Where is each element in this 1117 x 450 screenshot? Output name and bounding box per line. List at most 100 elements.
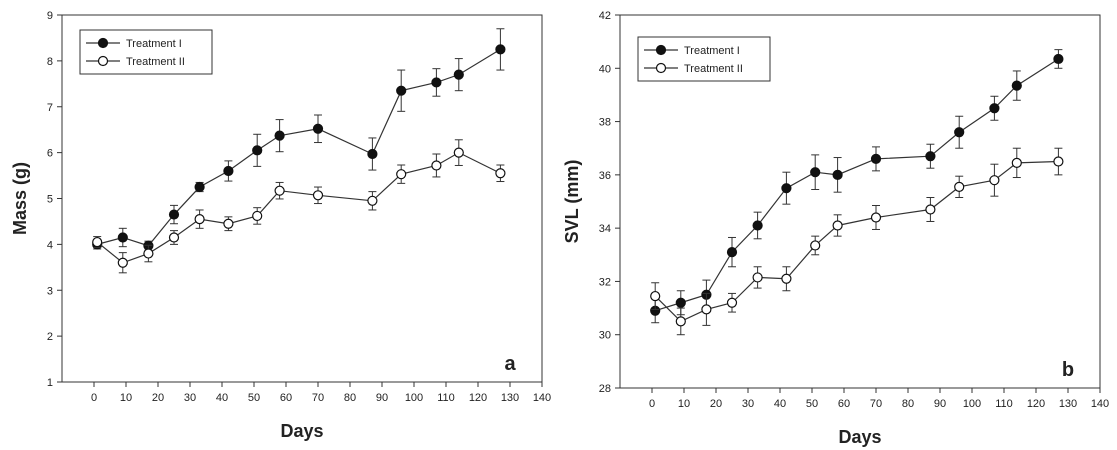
data-point (870, 212, 882, 223)
x-tick-label: 80 (344, 392, 356, 404)
x-tick-label: 50 (806, 398, 818, 410)
x-tick-label: 80 (902, 398, 914, 410)
data-point (168, 232, 180, 243)
data-point (810, 240, 821, 251)
x-tick-label: 140 (533, 392, 551, 404)
x-tick-label: 60 (838, 398, 850, 410)
data-point (194, 214, 205, 225)
legend-label: Treatment I (684, 45, 740, 57)
data-point (752, 272, 763, 283)
x-tick-label: 40 (774, 398, 786, 410)
data-point (143, 248, 154, 259)
data-point (396, 85, 407, 96)
data-point (925, 204, 936, 215)
y-tick-label: 2 (47, 331, 53, 343)
data-point (781, 183, 792, 194)
series-2 (92, 139, 506, 274)
data-point (367, 195, 378, 206)
y-tick-label: 38 (599, 117, 611, 129)
x-tick-label: 100 (963, 398, 981, 410)
legend-box (637, 36, 771, 82)
data-point (431, 77, 442, 88)
x-tick-label: 20 (152, 392, 164, 404)
data-point (954, 127, 965, 138)
x-tick-label: 30 (742, 398, 754, 410)
series-line (97, 48, 501, 247)
data-point (223, 218, 234, 229)
x-tick-label: 50 (248, 392, 260, 404)
series-line (654, 160, 1059, 323)
data-point (810, 167, 821, 178)
x-axis-label: Days (280, 421, 323, 441)
legend-label: Treatment I (126, 38, 182, 50)
y-axis-label: SVL (mm) (562, 160, 582, 244)
panel-label: b (1062, 359, 1074, 381)
data-point (117, 232, 128, 243)
data-point (312, 190, 324, 201)
panel-label: a (504, 353, 516, 375)
legend: Treatment I Treatment II (637, 36, 771, 82)
data-point (274, 185, 285, 196)
x-tick-label: 120 (469, 392, 487, 404)
legend-marker (97, 37, 109, 49)
y-tick-label: 3 (47, 285, 53, 297)
legend-marker (655, 44, 667, 56)
x-tick-label: 0 (649, 398, 655, 410)
data-point (223, 165, 234, 177)
data-point (396, 169, 407, 180)
x-tick-label: 30 (184, 392, 196, 404)
data-point (1011, 157, 1022, 168)
data-point (1053, 156, 1064, 167)
plot-frame (619, 14, 1101, 389)
y-tick-label: 4 (47, 239, 53, 251)
data-point (675, 316, 686, 327)
data-point (726, 297, 738, 308)
x-tick-label: 90 (934, 398, 946, 410)
x-tick-label: 130 (501, 392, 519, 404)
x-tick-label: 110 (437, 392, 455, 404)
x-tick-label: 140 (1091, 398, 1109, 410)
legend-label: Treatment II (684, 63, 743, 75)
x-tick-label: 10 (120, 392, 132, 404)
data-point (453, 147, 464, 158)
data-point (367, 148, 378, 160)
legend-marker (655, 62, 667, 74)
legend-label: Treatment II (126, 56, 185, 68)
y-tick-label: 8 (47, 56, 53, 68)
y-tick-label: 1 (47, 377, 53, 389)
x-axis-label: Days (838, 427, 881, 447)
series-line (655, 58, 1059, 312)
y-tick-label: 5 (47, 194, 53, 206)
y-tick-label: 32 (599, 276, 611, 288)
data-point (92, 236, 103, 248)
y-tick-label: 6 (47, 148, 53, 160)
y-tick-label: 36 (599, 170, 611, 182)
x-tick-label: 120 (1027, 398, 1045, 410)
data-point (954, 181, 965, 192)
y-tick-label: 9 (47, 10, 53, 22)
legend-marker (97, 55, 109, 67)
data-point (194, 181, 205, 193)
x-tick-label: 10 (678, 398, 690, 410)
data-point (431, 160, 442, 171)
data-point (495, 168, 506, 179)
data-point (453, 69, 464, 80)
data-point (274, 130, 285, 141)
data-point (925, 151, 936, 162)
x-tick-label: 0 (91, 392, 97, 404)
data-point (312, 123, 324, 134)
data-point (252, 210, 263, 222)
data-point (832, 220, 843, 231)
x-tick-label: 110 (995, 398, 1013, 410)
data-point (726, 247, 738, 258)
data-point (675, 297, 686, 308)
data-point (989, 175, 1000, 186)
data-point (495, 44, 506, 55)
data-point (989, 103, 1000, 114)
data-point (870, 153, 882, 164)
data-point (1011, 80, 1022, 91)
y-tick-label: 40 (599, 63, 611, 75)
x-tick-label: 40 (216, 392, 228, 404)
data-point (168, 209, 180, 220)
